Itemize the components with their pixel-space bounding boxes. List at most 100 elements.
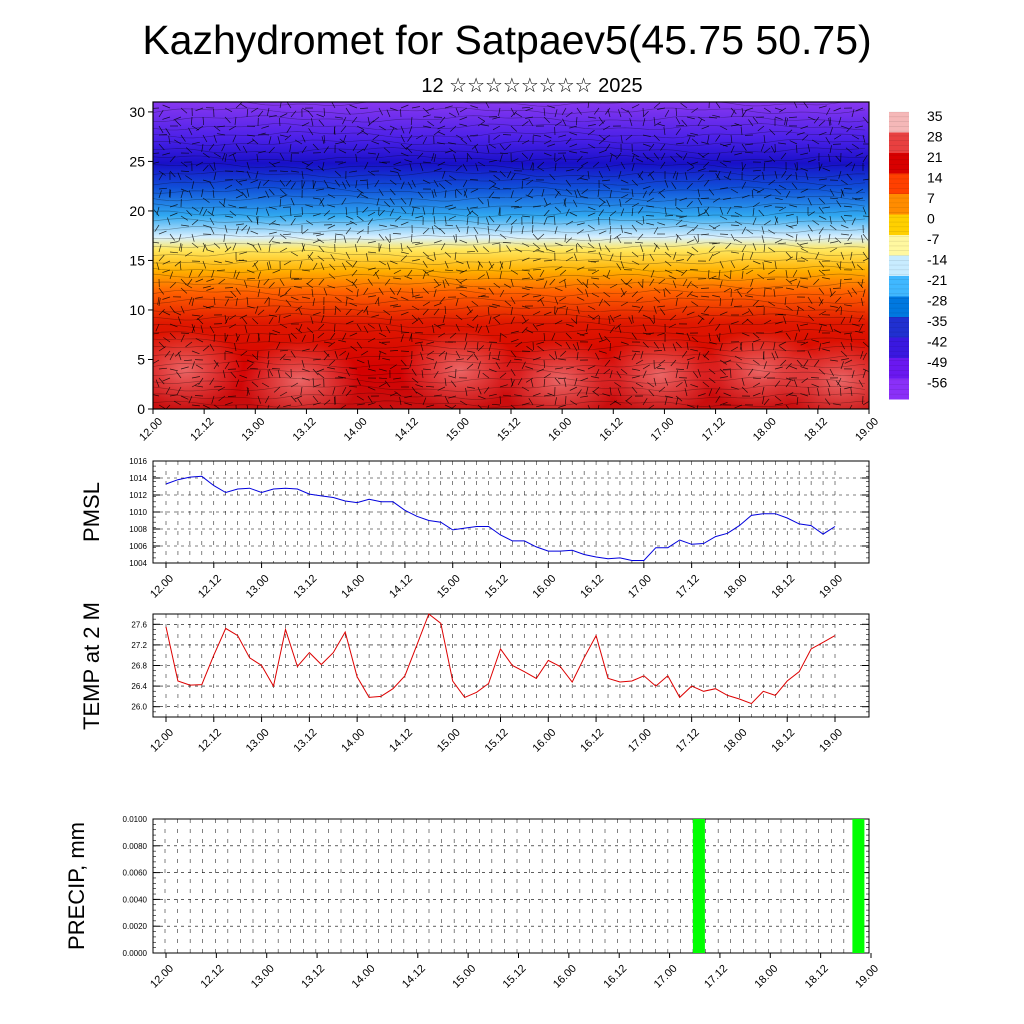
wind-arrow	[389, 188, 396, 196]
wind-arrow	[602, 274, 611, 280]
wind-arrow	[449, 175, 457, 181]
contour-line	[153, 154, 866, 163]
wind-arrow	[514, 197, 523, 203]
wind-arrow	[554, 226, 558, 235]
wind-arrow	[273, 386, 281, 393]
wind-arrow	[829, 290, 836, 298]
wind-arrow	[585, 386, 589, 395]
wind-arrow	[631, 368, 640, 371]
wind-arrow	[230, 371, 237, 379]
wind-arrow	[327, 193, 336, 199]
wind-arrow	[855, 330, 864, 334]
warm-blob	[600, 335, 720, 409]
x-tick-label: 15.00	[435, 573, 463, 601]
wind-arrow	[862, 134, 866, 143]
wind-arrow	[266, 107, 270, 116]
wind-arrow	[348, 385, 358, 388]
wind-arrow	[499, 395, 502, 405]
contour-line	[153, 345, 866, 353]
wind-arrow	[756, 188, 765, 194]
wind-arrow	[620, 341, 629, 345]
wind-arrow	[675, 368, 685, 370]
wind-arrow	[730, 321, 739, 325]
wind-arrow	[459, 116, 468, 121]
wind-arrow	[719, 206, 724, 215]
wind-arrow	[422, 179, 431, 184]
wind-arrow	[224, 215, 233, 218]
wind-arrow	[169, 251, 179, 254]
wind-arrow	[807, 386, 810, 395]
x-tick-label: 15.12	[483, 573, 511, 601]
wind-arrow	[664, 397, 668, 406]
x-tick-label: 15.12	[495, 416, 523, 444]
wind-arrow	[774, 239, 783, 244]
wind-arrow	[431, 152, 435, 161]
wind-arrow	[367, 267, 376, 271]
wind-arrow	[365, 253, 369, 262]
wind-arrow	[762, 262, 765, 271]
wind-arrow	[543, 332, 546, 342]
wind-arrow	[279, 349, 289, 352]
wind-arrow	[785, 380, 791, 388]
wind-arrow	[769, 128, 776, 136]
contour-line	[153, 178, 866, 186]
wind-arrow	[196, 314, 204, 321]
wind-arrow	[323, 353, 330, 361]
wind-arrow	[576, 242, 583, 250]
wind-arrow	[716, 152, 721, 161]
wind-arrow	[477, 361, 481, 370]
wind-arrow	[760, 143, 765, 152]
wind-arrow	[279, 152, 285, 161]
colorbar-swatch	[889, 378, 909, 400]
wind-arrow	[191, 376, 200, 379]
wind-arrow	[598, 201, 606, 208]
x-tick-label: 12.00	[148, 963, 176, 991]
wind-arrow	[730, 124, 739, 127]
wind-arrow	[345, 352, 350, 361]
wind-arrow	[209, 164, 215, 172]
wind-arrow	[321, 136, 325, 145]
wind-arrow	[268, 136, 272, 145]
wind-arrow	[454, 251, 457, 260]
wind-arrow	[431, 190, 435, 199]
wind-arrow	[570, 400, 578, 406]
wind-arrow	[387, 262, 391, 271]
wind-arrow	[442, 170, 446, 179]
wind-arrow	[653, 244, 658, 253]
wind-arrow	[620, 301, 629, 307]
wind-arrow	[648, 143, 655, 151]
wind-arrow	[840, 358, 849, 361]
wind-arrow	[209, 181, 215, 190]
wind-arrow	[502, 187, 512, 190]
wind-arrow	[686, 134, 695, 137]
wind-arrow	[180, 305, 185, 314]
wind-arrow	[334, 233, 343, 236]
wind-arrow	[745, 107, 754, 111]
wind-arrow	[202, 260, 207, 269]
wind-arrow	[532, 242, 540, 249]
wind-arrow	[818, 197, 825, 204]
wind-arrow	[702, 354, 710, 361]
wind-arrow	[618, 109, 622, 118]
wind-arrow	[657, 332, 666, 336]
wind-arrow	[682, 305, 688, 313]
wind-arrow	[433, 129, 441, 136]
wind-arrow	[554, 296, 559, 305]
wind-arrow	[653, 296, 661, 303]
wind-arrow	[604, 245, 611, 253]
wind-arrow	[818, 343, 822, 352]
wind-arrow	[213, 260, 222, 264]
wind-arrow	[290, 170, 299, 173]
wind-arrow	[355, 179, 358, 188]
wind-arrow	[202, 285, 211, 289]
wind-arrow	[697, 233, 699, 243]
wind-arrow	[658, 278, 666, 285]
wind-arrow	[752, 332, 760, 339]
colorbar-swatch	[889, 317, 909, 338]
contour-line	[153, 210, 866, 218]
wind-arrow	[497, 350, 501, 359]
wind-arrow	[510, 158, 519, 163]
wind-arrow	[417, 152, 424, 160]
wind-arrow	[591, 260, 600, 263]
wind-arrow	[409, 163, 413, 172]
